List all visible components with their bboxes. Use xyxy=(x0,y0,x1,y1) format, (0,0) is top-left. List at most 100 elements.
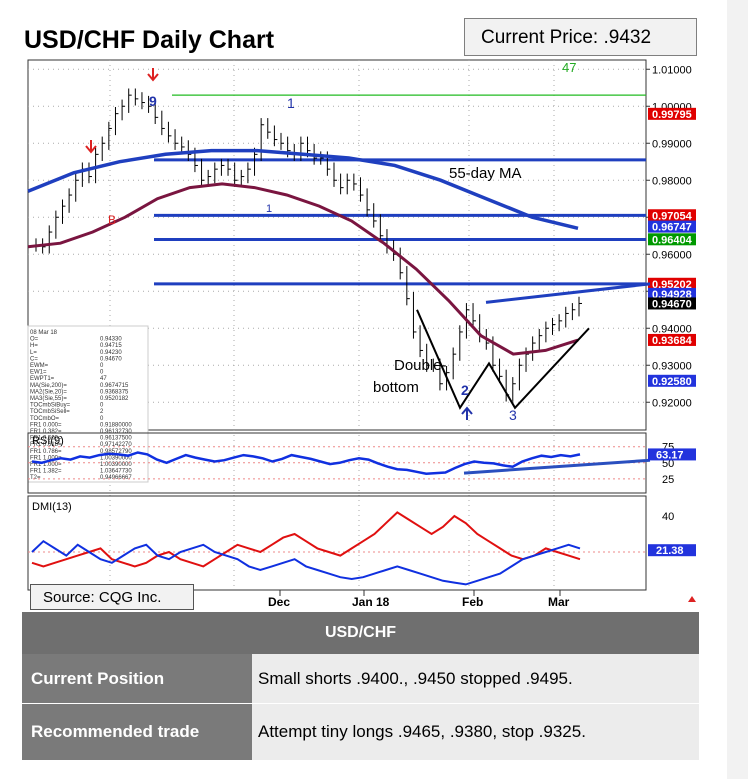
price-label-box xyxy=(648,209,696,222)
indicator-label: EWPT1= xyxy=(30,376,55,382)
price-tick-label: 0.94000 xyxy=(652,323,692,335)
price-label-text: 0.93684 xyxy=(652,335,693,347)
indicator-value: 0.9368375 xyxy=(100,389,129,395)
rsi-label: RSI(9) xyxy=(32,435,64,447)
indicator-value: 0.97142270 xyxy=(100,442,132,448)
indicator-value: 0 xyxy=(100,403,104,409)
date-tick-label: Feb xyxy=(462,595,483,609)
dmi-label: DMI(13) xyxy=(32,501,72,513)
price-panel-frame xyxy=(27,59,647,431)
price-label-box xyxy=(648,333,696,346)
indicator-value: 0.9520182 xyxy=(100,396,129,402)
indicator-label: FR1 1.382= xyxy=(30,469,62,475)
indicator-value: 0.94670 xyxy=(100,356,122,362)
indicator-value: 1.00390000 xyxy=(100,455,132,461)
price-label-box xyxy=(648,297,696,310)
rsi-current-value: 63.17 xyxy=(656,449,684,461)
indicator-label: TOCmbO= xyxy=(30,416,60,422)
wave-label: 2 xyxy=(461,382,469,398)
price-tick-label: 0.99000 xyxy=(652,138,692,150)
rsi-tick-label: 50 xyxy=(662,458,674,470)
indicator-label: MA3(Sie,55)= xyxy=(30,396,67,402)
indicator-label: EWM= xyxy=(30,363,49,369)
double-bottom-annotation: bottom xyxy=(373,379,419,396)
sell-arrow-icon xyxy=(147,68,159,82)
rsi-line xyxy=(31,451,581,475)
date-tick-label: Mar xyxy=(548,595,570,609)
price-label-text: 0.94670 xyxy=(652,298,692,310)
price-label-box xyxy=(648,277,696,290)
wave-label: 3 xyxy=(509,407,517,423)
table-row: Recommended trade Attempt tiny longs .94… xyxy=(22,704,699,760)
indicator-label: O= xyxy=(30,337,39,343)
indicator-value: 0.94966667 xyxy=(100,475,132,481)
price-tick-label: 0.93000 xyxy=(652,360,692,372)
dmi-minus-line xyxy=(31,511,581,568)
price-tick-label: 0.98000 xyxy=(652,175,692,187)
side-strip xyxy=(727,0,748,779)
rsi-trendline xyxy=(463,458,651,475)
row-label: Recommended trade xyxy=(22,704,252,760)
price-label-box xyxy=(648,107,696,120)
sell-arrow-icon xyxy=(85,140,97,154)
price-panel: 1.010001.000000.990000.980000.970000.960… xyxy=(27,59,696,590)
upper-trendline xyxy=(485,282,651,304)
dmi-panel: DMI(13) 40 21.38 xyxy=(27,495,696,591)
indicator-label: FR1 0.618= xyxy=(30,442,62,448)
dmi-current-value: 21.38 xyxy=(656,545,684,557)
price-label-text: 0.95202 xyxy=(652,279,692,291)
row-label: Current Position xyxy=(22,654,252,704)
rsi-tick-label: 25 xyxy=(662,474,674,486)
buy-arrow-icon xyxy=(461,406,473,420)
ma-55-line xyxy=(27,182,579,356)
count-annotation: 47 xyxy=(562,60,576,75)
indicator-value: 0.98572790 xyxy=(100,449,132,455)
price-label-text: 0.96404 xyxy=(652,234,693,246)
price-label-text: 0.92580 xyxy=(652,376,692,388)
price-tick-label: 0.96000 xyxy=(652,249,692,261)
source-label: Source: CQG Inc. xyxy=(30,584,194,610)
price-label-text: 0.96747 xyxy=(652,222,692,234)
indicator-label: FR1 0.382= xyxy=(30,429,62,435)
price-label-box xyxy=(648,220,696,233)
row-value: Attempt tiny longs .9465, .9380, stop .9… xyxy=(252,704,699,760)
wave-label: 1 xyxy=(287,95,295,111)
current-price-box: Current Price: .9432 xyxy=(464,18,697,56)
table-header: USD/CHF xyxy=(22,612,699,654)
table-row: Current Position Small shorts .9400., .9… xyxy=(22,654,699,704)
indicator-label: L= xyxy=(30,350,37,356)
indicator-value: 0.91880000 xyxy=(100,422,132,428)
indicator-label: EW1= xyxy=(30,370,47,376)
row-value: Small shorts .9400., .9450 stopped .9495… xyxy=(252,654,699,704)
indicator-value: 0 xyxy=(100,370,104,376)
price-label-box xyxy=(648,287,696,300)
indicator-value: 0.94330 xyxy=(100,337,122,343)
indicator-value: 0 xyxy=(100,416,104,422)
indicator-value: 0.96137500 xyxy=(100,436,132,442)
dmi-panel-frame xyxy=(27,495,647,591)
indicator-label: MA(Sie,200)= xyxy=(30,383,67,389)
indicator-label: FR1 1.000= xyxy=(30,455,62,461)
indicator-value: 0 xyxy=(100,363,104,369)
price-tick-label: 1.01000 xyxy=(652,64,692,76)
ma-long-line xyxy=(27,148,579,231)
indicator-value: 0.96132730 xyxy=(100,429,132,435)
price-label-box xyxy=(648,233,696,246)
indicator-label: FR1 0.000= xyxy=(30,422,62,428)
indicator-value: 1.03647730 xyxy=(100,469,132,475)
wave-label: 9 xyxy=(149,93,157,109)
indicator-label: TOCmbSiBuy= xyxy=(30,403,71,409)
annotations: 55-day MA Double-bottom 47 9 1 2 3 1 B xyxy=(85,60,696,602)
indicator-label: TOCmbSiSell= xyxy=(30,409,70,415)
chart-title: USD/CHF Daily Chart xyxy=(24,26,275,54)
indicator-value: 2 xyxy=(100,409,104,415)
double-bottom-lines xyxy=(416,309,590,410)
indicator-value: 0.94230 xyxy=(100,350,122,356)
dmi-current-box xyxy=(648,544,696,557)
indicator-label: T2= xyxy=(30,475,41,481)
indicator-value: 0.94715 xyxy=(100,343,122,349)
dmi-plus-line xyxy=(31,539,581,586)
date-tick-label: Dec xyxy=(268,595,290,609)
indicator-label: FR1 0.500= xyxy=(30,436,62,442)
